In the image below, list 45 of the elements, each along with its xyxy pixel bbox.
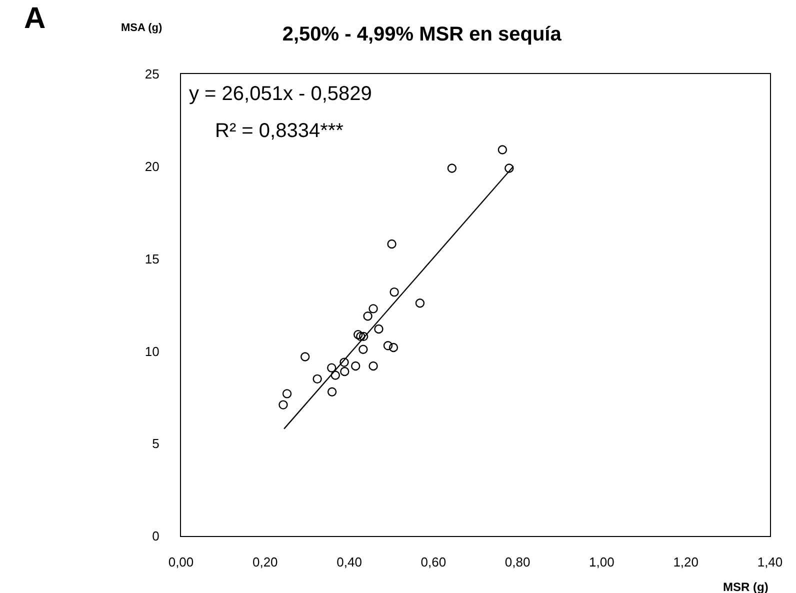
y-tick-label: 5 (152, 436, 160, 452)
x-tick-label: 0,40 (336, 554, 362, 570)
x-tick-label: 1,20 (673, 554, 699, 570)
point (374, 324, 384, 334)
x-tick-label: 0,60 (420, 554, 446, 570)
point (390, 287, 399, 297)
x-tick-label: 0,20 (252, 554, 278, 570)
x-tick-label: 0,80 (504, 554, 530, 570)
point (312, 374, 322, 384)
point (327, 363, 336, 372)
y-tick-label: 0 (152, 528, 160, 544)
x-tick-label: 1,00 (589, 554, 614, 570)
point (340, 358, 349, 367)
point (354, 330, 363, 340)
point (387, 239, 396, 249)
y-tick-label: 20 (144, 158, 160, 174)
chart-title: 2,50% - 4,99% MSR en sequía (282, 24, 562, 46)
point (358, 332, 368, 342)
point (327, 387, 337, 396)
point (388, 342, 398, 352)
point (278, 400, 288, 410)
y-tick-label: 25 (144, 66, 160, 82)
point (363, 311, 372, 321)
annotation: y = 26,051x - 0,5829 (189, 83, 372, 105)
point (498, 145, 508, 154)
point (330, 370, 340, 380)
point (383, 341, 393, 350)
annotation: R² = 0,8334*** (215, 120, 344, 142)
point (504, 164, 514, 173)
point (340, 366, 350, 376)
y-tick-label: 15 (144, 251, 160, 266)
y-tick-label: 10 (144, 344, 160, 359)
point (300, 352, 310, 362)
y-axis-title: MSA (g) (121, 22, 162, 34)
text: A (24, 2, 46, 35)
point (356, 332, 366, 342)
point (368, 304, 378, 314)
point (368, 361, 378, 371)
point (358, 344, 368, 354)
x-tick-label: 0,00 (168, 554, 194, 570)
point (415, 298, 425, 308)
point (351, 361, 360, 371)
point (282, 389, 292, 398)
x-tick-label: 1,40 (757, 554, 783, 570)
point (447, 164, 457, 173)
